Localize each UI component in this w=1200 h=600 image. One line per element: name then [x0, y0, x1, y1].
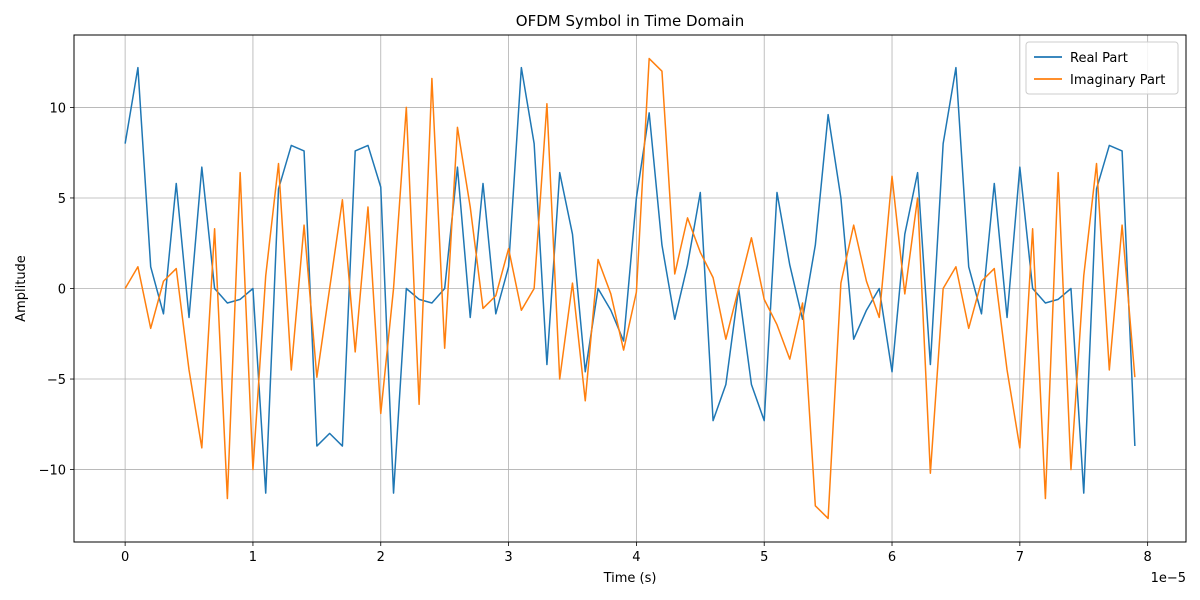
x-tick-label: 8: [1144, 550, 1152, 565]
legend-label: Imaginary Part: [1070, 73, 1165, 88]
x-tick-label: 3: [504, 550, 512, 565]
series-layer: [124, 57, 1136, 520]
y-tick-label: 10: [49, 101, 66, 116]
legend-label: Real Part: [1070, 51, 1128, 66]
legend-box: [1025, 41, 1179, 95]
series-line-imaginary: [124, 57, 1136, 520]
x-tick-label: 2: [377, 550, 385, 565]
x-axis-multiplier: 1e−5: [1151, 571, 1186, 586]
series-line-real: [124, 66, 1136, 494]
legend: Real Part Imaginary Part: [1025, 41, 1179, 95]
x-axis-label: Time (s): [603, 571, 657, 586]
y-tick-label: −10: [39, 464, 66, 479]
y-tick-label: −5: [47, 373, 66, 388]
grid: [74, 35, 1186, 542]
y-tick-label: 5: [58, 192, 66, 207]
x-tick-label: 6: [888, 550, 896, 565]
ticks: 0 1 2 3 4 5 6 7 8 −10 −5 0 5 10: [39, 101, 1152, 565]
y-tick-label: 0: [58, 283, 66, 298]
x-tick-label: 1: [249, 550, 257, 565]
x-tick-label: 5: [760, 550, 768, 565]
chart-title: OFDM Symbol in Time Domain: [516, 12, 744, 30]
y-axis-label: Amplitude: [14, 255, 29, 322]
x-tick-label: 4: [632, 550, 640, 565]
x-tick-label: 0: [121, 550, 129, 565]
x-tick-label: 7: [1016, 550, 1024, 565]
